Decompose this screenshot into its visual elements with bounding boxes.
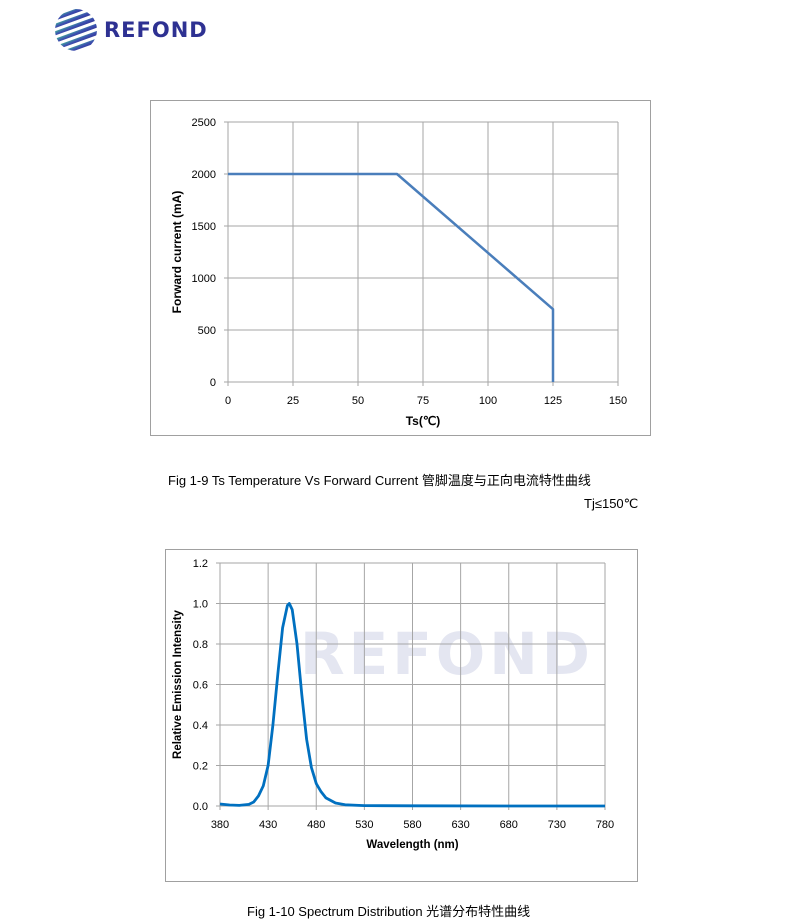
y-tick-label: 2500 xyxy=(192,117,216,129)
y-tick-label: 500 xyxy=(198,325,216,337)
fig1-caption: Fig 1-9 Ts Temperature Vs Forward Curren… xyxy=(168,473,591,488)
x-tick-label: 25 xyxy=(287,395,299,407)
x-tick-label: 480 xyxy=(307,819,325,831)
y-tick-label: 0.8 xyxy=(193,639,208,651)
x-tick-label: 380 xyxy=(211,819,229,831)
chart-spectrum-box xyxy=(165,549,638,882)
y-axis-label: Relative Emission Intensity xyxy=(172,609,184,759)
watermark: REFOND xyxy=(300,620,594,688)
x-tick-label: 530 xyxy=(355,819,373,831)
x-tick-label: 125 xyxy=(544,395,562,407)
x-tick-label: 0 xyxy=(225,395,231,407)
x-tick-label: 730 xyxy=(548,819,566,831)
y-tick-label: 2000 xyxy=(192,169,216,181)
x-axis-label: Wavelength (nm) xyxy=(366,839,458,851)
y-tick-label: 1000 xyxy=(192,273,216,285)
refond-logo: REFOND xyxy=(54,8,208,52)
y-tick-label: 0 xyxy=(210,377,216,389)
y-tick-label: 1.0 xyxy=(193,599,208,611)
chart-forward-current-box xyxy=(150,100,651,436)
logo-globe-icon xyxy=(55,9,97,51)
y-tick-label: 0.0 xyxy=(193,801,208,813)
x-tick-label: 780 xyxy=(596,819,614,831)
y-tick-label: 0.2 xyxy=(193,761,208,773)
x-tick-label: 680 xyxy=(500,819,518,831)
y-tick-label: 1.2 xyxy=(193,558,208,570)
x-tick-label: 580 xyxy=(403,819,421,831)
fig2-caption: Fig 1-10 Spectrum Distribution 光谱分布特性曲线 xyxy=(247,904,531,919)
x-tick-label: 50 xyxy=(352,395,364,407)
fig1-note: Tj≤150℃ xyxy=(584,496,639,511)
data-series-line xyxy=(219,602,605,808)
x-tick-label: 430 xyxy=(259,819,277,831)
x-tick-label: 100 xyxy=(479,395,497,407)
x-axis-label: Ts(℃) xyxy=(406,414,441,428)
x-tick-label: 630 xyxy=(451,819,469,831)
x-tick-label: 150 xyxy=(609,395,627,407)
logo-text: REFOND xyxy=(104,18,208,42)
data-series-line xyxy=(228,172,555,382)
y-tick-label: 0.6 xyxy=(193,680,208,692)
x-tick-label: 75 xyxy=(417,395,429,407)
y-tick-label: 1500 xyxy=(192,221,216,233)
y-axis-label: Forward current (mA) xyxy=(170,191,184,314)
y-tick-label: 0.4 xyxy=(193,720,208,732)
